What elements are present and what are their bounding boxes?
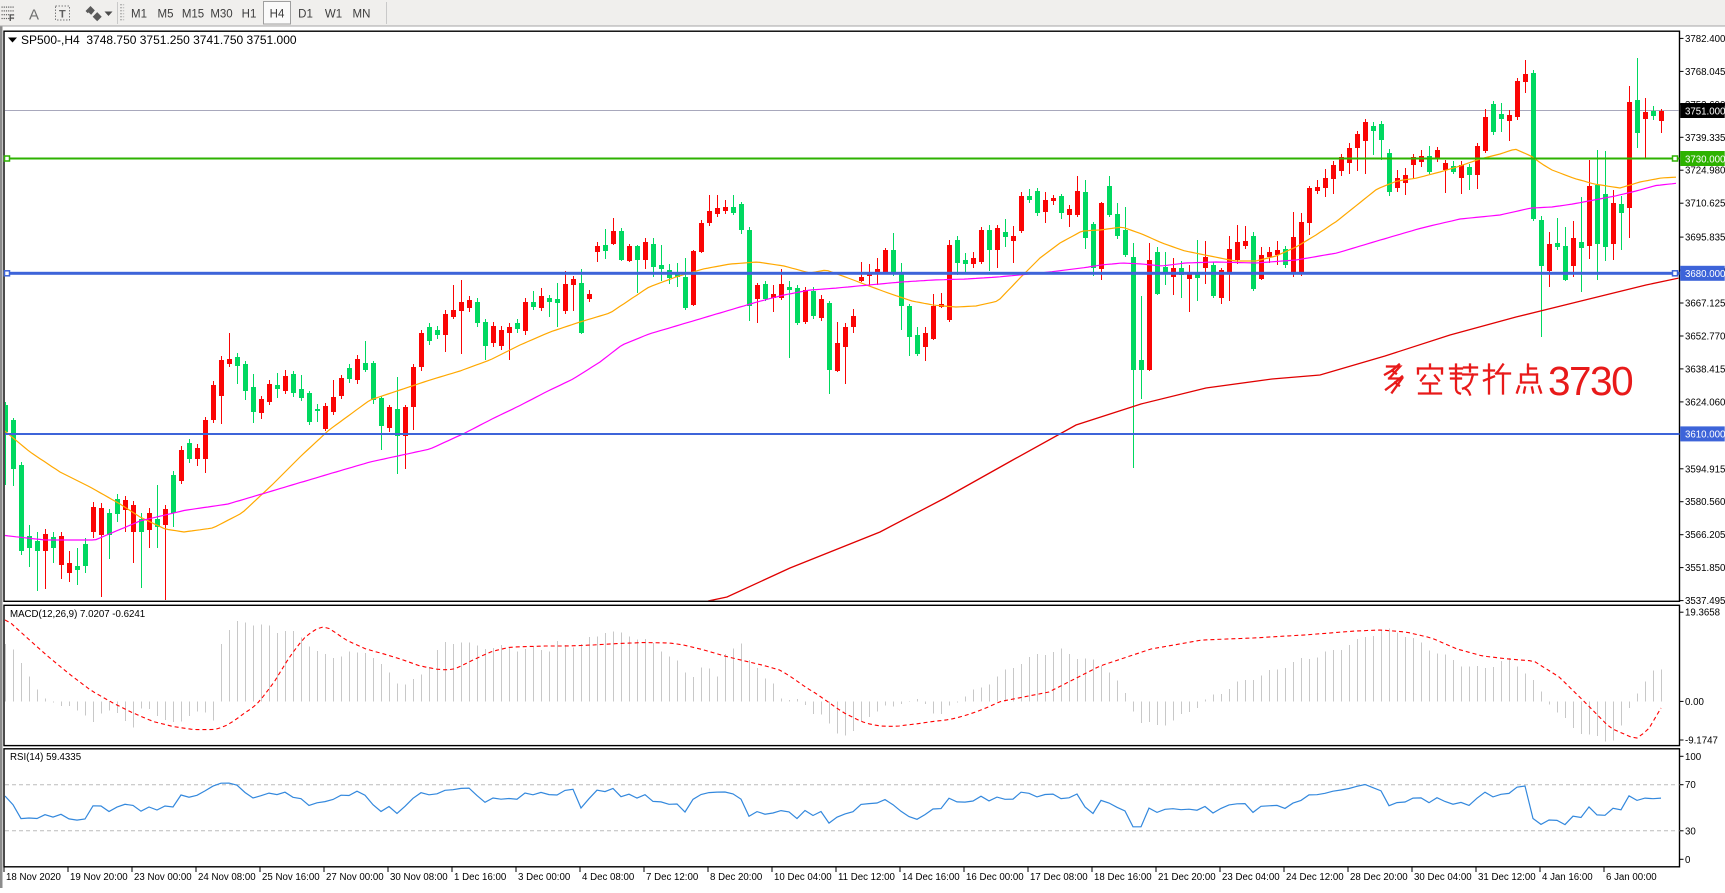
svg-text:24 Nov 08:00: 24 Nov 08:00 [198,872,256,883]
svg-text:28 Dec 20:00: 28 Dec 20:00 [1350,872,1408,883]
svg-text:70: 70 [1685,780,1696,791]
svg-text:7 Dec 12:00: 7 Dec 12:00 [646,872,699,883]
svg-text:M15: M15 [182,9,204,21]
svg-text:6 Jan 00:00: 6 Jan 00:00 [1606,872,1657,883]
svg-text:25 Nov 16:00: 25 Nov 16:00 [262,872,320,883]
svg-text:RSI(14) 59.4335: RSI(14) 59.4335 [10,752,81,763]
svg-text:8 Dec 20:00: 8 Dec 20:00 [710,872,763,883]
svg-text:1 Dec 16:00: 1 Dec 16:00 [454,872,507,883]
svg-text:30: 30 [1685,826,1696,837]
svg-text:3638.415: 3638.415 [1685,364,1725,375]
svg-text:3594.915: 3594.915 [1685,464,1725,475]
svg-text:D1: D1 [298,9,313,21]
svg-text:MN: MN [353,9,371,21]
svg-text:3610.000: 3610.000 [1685,430,1725,441]
svg-text:M1: M1 [131,9,147,21]
svg-text:3730: 3730 [1548,358,1632,404]
svg-text:23 Dec 04:00: 23 Dec 04:00 [1222,872,1280,883]
svg-text:3724.980: 3724.980 [1685,166,1725,177]
svg-text:31 Dec 12:00: 31 Dec 12:00 [1478,872,1536,883]
svg-text:23 Nov 00:00: 23 Nov 00:00 [134,872,192,883]
svg-text:16 Dec 00:00: 16 Dec 00:00 [966,872,1024,883]
svg-text:T: T [59,9,66,21]
svg-text:3739.335: 3739.335 [1685,133,1725,144]
svg-text:3652.770: 3652.770 [1685,332,1725,343]
svg-text:M5: M5 [158,9,174,21]
svg-text:3730.000: 3730.000 [1685,154,1725,165]
svg-text:30 Dec 04:00: 30 Dec 04:00 [1414,872,1472,883]
svg-text:3551.850: 3551.850 [1685,563,1725,574]
svg-text:0.00: 0.00 [1685,697,1704,708]
svg-text:3 Dec 00:00: 3 Dec 00:00 [518,872,571,883]
svg-text:3751.000: 3751.000 [1685,106,1725,117]
svg-text:3710.625: 3710.625 [1685,199,1725,210]
svg-text:3782.400: 3782.400 [1685,34,1725,45]
svg-text:19 Nov 20:00: 19 Nov 20:00 [70,872,128,883]
svg-text:3768.045: 3768.045 [1685,67,1725,78]
svg-text:F: F [9,13,15,23]
svg-text:10 Dec 04:00: 10 Dec 04:00 [774,872,832,883]
svg-text:11 Dec 12:00: 11 Dec 12:00 [838,872,896,883]
svg-text:21 Dec 20:00: 21 Dec 20:00 [1158,872,1216,883]
svg-text:14 Dec 16:00: 14 Dec 16:00 [902,872,960,883]
svg-text:3695.835: 3695.835 [1685,233,1725,244]
svg-text:4 Dec 08:00: 4 Dec 08:00 [582,872,635,883]
svg-text:MACD(12,26,9) 7.0207 -0.6241: MACD(12,26,9) 7.0207 -0.6241 [10,609,145,620]
svg-text:-9.1747: -9.1747 [1685,736,1718,747]
svg-text:M30: M30 [210,9,232,21]
svg-text:3566.205: 3566.205 [1685,530,1725,541]
svg-text:18 Dec 16:00: 18 Dec 16:00 [1094,872,1152,883]
svg-text:4 Jan 16:00: 4 Jan 16:00 [1542,872,1593,883]
svg-text:19.3658: 19.3658 [1685,608,1720,619]
svg-text:3667.125: 3667.125 [1685,299,1725,310]
svg-text:30 Nov 08:00: 30 Nov 08:00 [390,872,448,883]
svg-text:W1: W1 [325,9,342,21]
svg-text:0: 0 [1685,855,1691,866]
svg-text:3624.060: 3624.060 [1685,397,1725,408]
svg-text:17 Dec 08:00: 17 Dec 08:00 [1030,872,1088,883]
svg-text:100: 100 [1685,752,1702,763]
svg-text:SP500-,H4 3748.750 3751.250 3: SP500-,H4 3748.750 3751.250 3741.750 375… [21,33,297,47]
svg-text:27 Nov 00:00: 27 Nov 00:00 [326,872,384,883]
svg-text:24 Dec 12:00: 24 Dec 12:00 [1286,872,1344,883]
svg-text:3680.000: 3680.000 [1685,269,1725,280]
svg-text:18 Nov 2020: 18 Nov 2020 [6,872,62,883]
svg-text:3580.560: 3580.560 [1685,497,1725,508]
svg-text:H1: H1 [242,9,257,21]
svg-text:A: A [29,7,39,24]
svg-text:H4: H4 [270,9,285,21]
svg-text:3537.495: 3537.495 [1685,596,1725,607]
